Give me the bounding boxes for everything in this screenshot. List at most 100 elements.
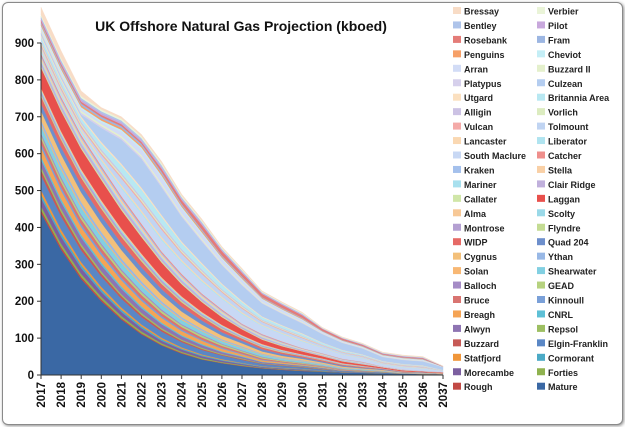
y-axis-ticks: 0 100 200 300 400 500 600 700 800 900 [15, 38, 41, 382]
legend-label: Cygnus [464, 252, 497, 262]
legend-item-south-maclure: South Maclure [453, 151, 526, 161]
legend-item-platypus: Platypus [453, 79, 502, 89]
legend-swatch [537, 108, 545, 116]
legend-swatch [453, 281, 461, 289]
legend-label: Statfjord [464, 353, 501, 363]
x-tick-label: 2018 [56, 381, 68, 407]
legend-label: Buzzard [464, 339, 499, 349]
legend-swatch [537, 35, 545, 43]
legend-label: Buzzard II [548, 64, 591, 74]
legend-swatch [453, 108, 461, 116]
x-tick-label: 2030 [297, 382, 309, 408]
legend-swatch [537, 368, 545, 376]
legend-item-lancaster: Lancaster [453, 137, 507, 147]
legend-swatch [453, 180, 461, 188]
legend-label: Ythan [548, 252, 573, 262]
legend-label: Penguins [464, 50, 505, 60]
legend-label: Cormorant [548, 353, 594, 363]
legend-item-mariner: Mariner [453, 180, 497, 190]
legend-item-bruce: Bruce [453, 296, 490, 306]
legend-swatch [537, 310, 545, 318]
x-tick-label: 2022 [137, 382, 149, 408]
legend-label: Cheviot [548, 50, 581, 60]
y-tick-label: 600 [15, 149, 34, 161]
legend-label: Solan [464, 267, 489, 277]
x-tick-label: 2033 [358, 382, 370, 408]
legend-label: Kraken [464, 165, 495, 175]
legend-item-arran: Arran [453, 64, 488, 74]
legend-label: Kinnoull [548, 296, 584, 306]
legend-item-quad-204: Quad 204 [537, 238, 589, 248]
legend-swatch [453, 194, 461, 202]
x-tick-label: 2035 [398, 381, 410, 407]
legend-label: Pilot [548, 21, 568, 31]
x-tick-label: 2029 [277, 382, 289, 408]
legend-item-laggan: Laggan [537, 194, 580, 204]
legend-item-alma: Alma [453, 209, 487, 219]
legend-label: Scolty [548, 209, 575, 219]
legend-label: Morecambe [464, 368, 514, 378]
y-tick-label: 900 [15, 38, 34, 50]
legend-item-montrose: Montrose [453, 223, 505, 233]
legend-item-pilot: Pilot [537, 21, 568, 31]
legend-label: WIDP [464, 238, 488, 248]
y-tick-label: 400 [15, 222, 34, 234]
legend-swatch [537, 267, 545, 275]
legend-swatch [537, 93, 545, 101]
legend-label: Tolmount [548, 122, 588, 132]
legend-item-britannia-area: Britannia Area [537, 93, 610, 103]
y-tick-label: 100 [15, 333, 34, 345]
legend-swatch [537, 339, 545, 347]
legend-label: Mariner [464, 180, 497, 190]
legend-swatch [537, 64, 545, 72]
legend-item-tolmount: Tolmount [537, 122, 588, 132]
legend-label: Elgin-Franklin [548, 339, 608, 349]
legend-item-catcher: Catcher [537, 151, 582, 161]
legend-item-culzean: Culzean [537, 79, 583, 89]
x-tick-label: 2032 [338, 382, 350, 408]
x-tick-label: 2026 [217, 382, 229, 408]
legend-swatch [453, 35, 461, 43]
legend-label: Shearwater [548, 267, 597, 277]
legend-swatch [453, 368, 461, 376]
legend-swatch [537, 180, 545, 188]
x-tick-label: 2028 [257, 381, 269, 407]
legend-swatch [453, 267, 461, 275]
legend-label: Rough [464, 382, 493, 392]
legend-label: Bruce [464, 296, 490, 306]
legend-swatch [453, 296, 461, 303]
legend-label: Alma [464, 209, 487, 219]
legend-swatch [537, 194, 545, 202]
legend-label: Clair Ridge [548, 180, 596, 190]
x-tick-label: 2031 [317, 381, 329, 407]
legend-swatch [453, 252, 461, 260]
legend-swatch [453, 209, 461, 217]
legend-swatch [537, 223, 545, 231]
legend-item-mature: Mature [537, 382, 578, 392]
legend-swatch [537, 137, 545, 145]
legend-swatch [453, 93, 461, 101]
legend-label: Fram [548, 35, 570, 45]
legend-swatch [537, 353, 545, 361]
legend-item-balloch: Balloch [453, 281, 497, 291]
legend-item-elgin-franklin: Elgin-Franklin [537, 339, 608, 349]
stacked-areas [40, 7, 444, 376]
x-tick-label: 2024 [177, 381, 189, 407]
legend-swatch [453, 79, 461, 87]
legend-swatch [453, 165, 461, 173]
legend: Bressay Verbier Bentley Pilot Rosebank Fram Pe… [453, 7, 610, 392]
y-tick-label: 500 [15, 186, 34, 198]
y-tick-label: 300 [15, 259, 34, 271]
legend-label: Verbier [548, 7, 579, 17]
legend-item-clair-ridge: Clair Ridge [537, 180, 596, 190]
x-tick-label: 2034 [378, 381, 390, 407]
legend-label: Bentley [464, 21, 497, 31]
legend-label: GEAD [548, 281, 575, 291]
legend-swatch [537, 281, 545, 289]
legend-swatch [537, 151, 545, 159]
legend-swatch [453, 151, 461, 159]
legend-item-bressay: Bressay [453, 7, 499, 17]
legend-label: Alwyn [464, 324, 491, 334]
legend-swatch [537, 7, 545, 14]
